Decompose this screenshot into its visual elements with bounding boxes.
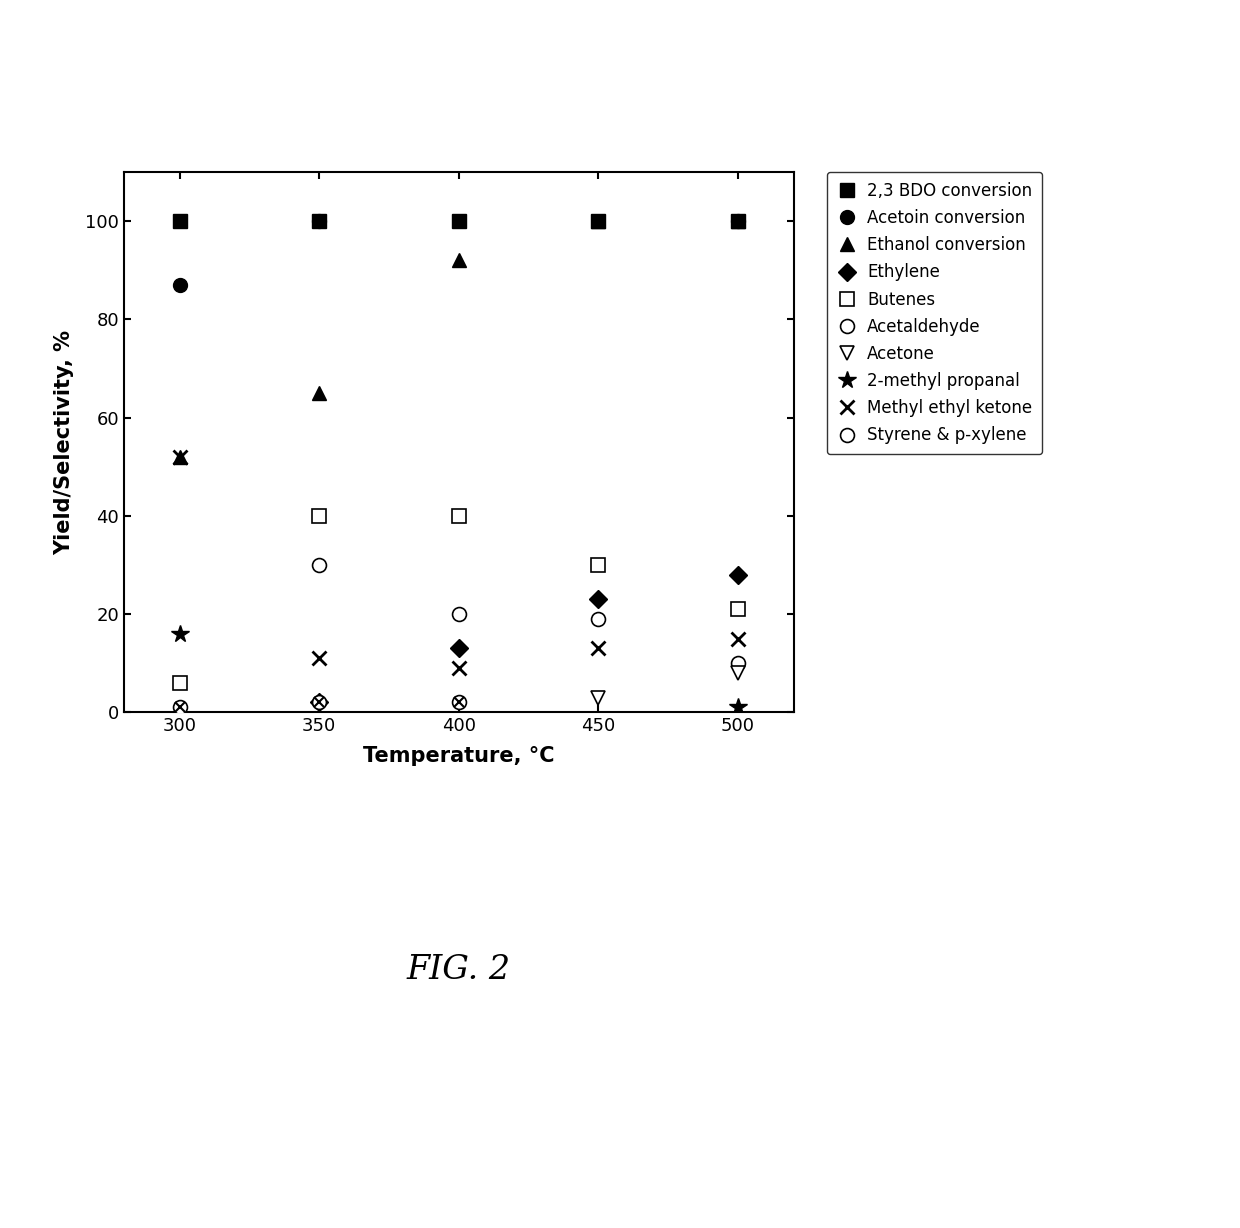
X-axis label: Temperature, °C: Temperature, °C xyxy=(363,747,554,766)
Text: FIG. 2: FIG. 2 xyxy=(407,954,511,986)
Legend: 2,3 BDO conversion, Acetoin conversion, Ethanol conversion, Ethylene, Butenes, A: 2,3 BDO conversion, Acetoin conversion, … xyxy=(827,172,1042,454)
Y-axis label: Yield/Selectivity, %: Yield/Selectivity, % xyxy=(55,329,74,555)
